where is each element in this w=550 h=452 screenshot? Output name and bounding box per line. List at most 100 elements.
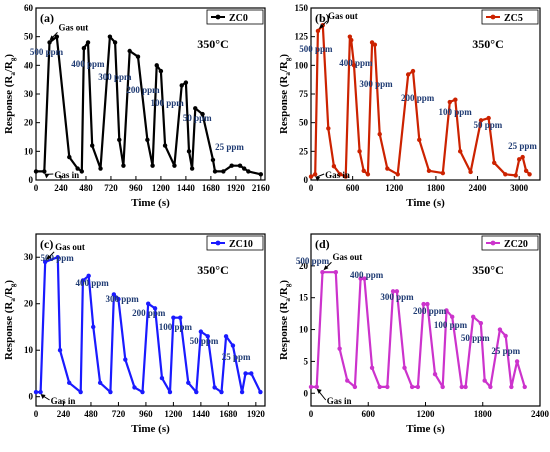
gas-in-label: Gas in — [327, 396, 352, 406]
x-tick-label: 1800 — [427, 183, 446, 193]
data-point — [351, 63, 357, 68]
plot-frame — [35, 233, 266, 407]
y-tick-label: 20 — [24, 299, 34, 309]
data-point — [80, 278, 86, 283]
data-point — [440, 170, 446, 176]
x-tick-label: 1920 — [227, 183, 246, 193]
data-point — [193, 106, 198, 111]
data-point — [200, 111, 205, 117]
data-point — [246, 169, 251, 174]
y-tick-label: 100 — [295, 60, 309, 70]
x-axis-label: Time (s) — [406, 197, 445, 209]
x-tick-label: 1440 — [177, 183, 196, 193]
data-point — [179, 83, 184, 88]
data-point — [369, 365, 375, 370]
panel-label: (d) — [315, 237, 330, 251]
data-point — [331, 164, 337, 169]
data-point — [337, 172, 343, 177]
x-tick-label: 3000 — [510, 183, 529, 193]
y-axis-label-sub: g — [284, 283, 292, 287]
data-point — [150, 163, 155, 168]
temperature-label: 350°C — [472, 37, 503, 51]
legend-label: ZC5 — [504, 13, 523, 24]
data-point — [132, 385, 137, 390]
data-point — [343, 174, 348, 179]
y-axis-label-part: ) — [278, 54, 290, 58]
chart-svg: 0 240 480 720 960 1200 1440 1680 1920 0 10 20 30 Time… — [3, 233, 266, 435]
y-tick-label: 30 — [24, 89, 34, 99]
data-point — [390, 289, 396, 294]
data-point — [98, 166, 103, 171]
y-axis-label-part: /R — [278, 60, 290, 73]
concentration-label: 25 ppm — [215, 142, 244, 152]
legend-marker — [490, 240, 496, 246]
x-tick-label: 960 — [129, 183, 143, 193]
y-axis-label-sub: a — [284, 298, 292, 302]
data-point — [146, 301, 151, 306]
legend-marker — [215, 240, 221, 246]
concentration-label: 500 ppm — [296, 256, 330, 266]
y-tick-label: 50 — [299, 118, 309, 128]
x-tick-label: 1800 — [474, 409, 493, 419]
concentration-label: 300 ppm — [359, 79, 393, 89]
concentration-label: 400 ppm — [75, 278, 109, 288]
data-point — [117, 137, 122, 143]
x-tick-label: 2400 — [531, 409, 550, 419]
data-point — [453, 97, 458, 102]
data-point — [308, 174, 314, 179]
data-point — [81, 45, 87, 51]
data-point — [67, 154, 72, 160]
data-point — [67, 380, 72, 385]
x-tick-label: 240 — [54, 183, 68, 193]
x-tick-label: 2160 — [252, 183, 271, 193]
data-point — [162, 143, 168, 148]
concentration-label: 100 ppm — [434, 320, 468, 330]
data-point — [178, 315, 183, 320]
chart-panel-b: 0 600 1200 1800 2400 3000 0 25 50 75 100 125 150 Time… — [275, 0, 550, 226]
y-axis-label-part: Response (R — [3, 75, 15, 134]
x-tick-label: 1200 — [152, 183, 171, 193]
legend-box — [206, 9, 264, 25]
chart-svg: 0 240 480 720 960 1200 1440 1680 1920 2160 0 10 20 30… — [3, 3, 271, 209]
data-point — [145, 137, 150, 143]
data-point — [421, 301, 426, 307]
data-point — [78, 389, 83, 395]
data-point — [135, 54, 141, 59]
data-point — [42, 259, 48, 265]
concentration-label: 400 ppm — [350, 270, 384, 280]
data-point — [239, 389, 245, 395]
data-point — [159, 375, 165, 381]
data-point — [377, 384, 382, 390]
data-point — [385, 384, 390, 390]
data-point — [258, 389, 263, 395]
legend-label: ZC20 — [504, 239, 528, 250]
data-point — [320, 270, 325, 275]
data-point — [47, 40, 52, 45]
data-point — [221, 169, 226, 174]
gas-out-label: Gas out — [328, 11, 358, 21]
x-tick-label: 240 — [57, 409, 71, 419]
data-point — [171, 315, 176, 320]
concentration-label: 50 ppm — [183, 113, 212, 123]
gas-in-arrowhead — [40, 394, 46, 400]
data-point — [210, 157, 216, 163]
data-point — [492, 160, 497, 165]
y-axis-label-part: ) — [3, 54, 15, 58]
concentration-label: 25 ppm — [508, 141, 537, 151]
x-axis-label: Time (s) — [131, 423, 170, 435]
gas-out-arrowhead — [318, 23, 324, 29]
data-point — [357, 149, 362, 154]
data-point — [152, 306, 158, 311]
data-point — [385, 166, 390, 171]
data-point — [333, 270, 339, 275]
y-tick-label: 60 — [24, 3, 34, 13]
x-tick-label: 480 — [84, 409, 98, 419]
data-point — [258, 172, 264, 177]
concentration-label: 400 ppm — [71, 59, 105, 69]
data-point — [308, 384, 314, 390]
data-point — [527, 172, 532, 177]
data-point — [459, 384, 464, 390]
x-tick-label: 1200 — [385, 183, 404, 193]
data-point — [243, 371, 248, 376]
concentration-label: 200 ppm — [126, 85, 160, 95]
